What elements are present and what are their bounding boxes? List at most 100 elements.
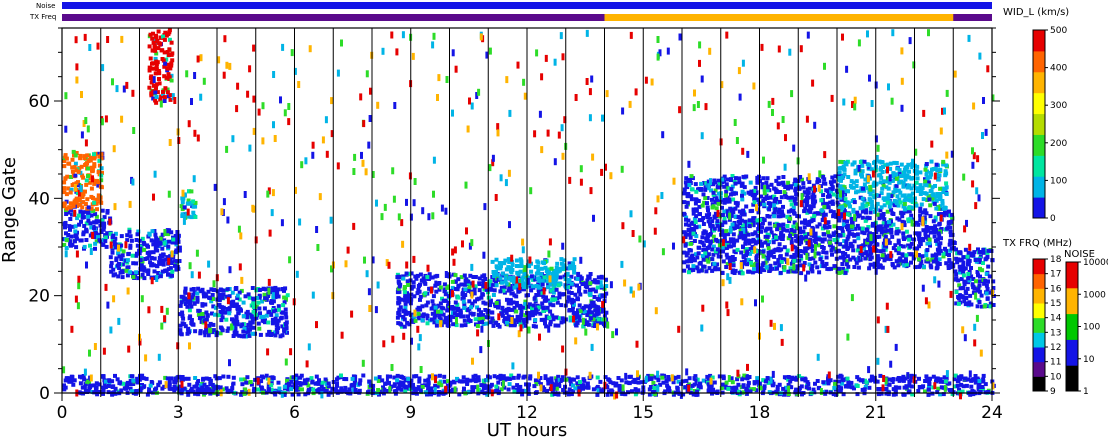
echo-cell [159,259,164,264]
echo-cell [904,262,909,267]
echo-cell [897,217,902,222]
echo-cell [145,250,150,255]
echo-cell [986,248,991,253]
echo-cell [749,260,753,265]
echo-cell [878,172,883,177]
echo-cell [830,199,835,204]
echo-cell [398,321,403,326]
echo-cell [139,263,144,268]
echo-cell [755,218,760,223]
echo-cell [479,310,483,315]
echo-cell [730,222,735,227]
echo-cell [174,267,179,272]
echo-cell [811,256,816,261]
echo-cell [201,291,206,296]
echo-cell [149,91,154,96]
echo-cell [94,201,99,206]
echo-cell [754,259,759,264]
echo-cell [891,246,896,251]
echo-cell [461,375,466,380]
echo-cell [749,387,754,392]
echo-cell [556,269,561,274]
echo-cell [897,258,901,263]
echo-cell [845,259,850,264]
echo-cell [671,380,676,385]
echo-cell [153,98,158,103]
echo-cell [813,241,818,246]
echo-cell [805,196,809,200]
echo-cell [824,261,829,266]
echo-cell [740,189,745,194]
echo-cell [978,387,983,392]
echo-cell [140,236,145,241]
echo-cell [153,275,158,280]
echo-cell [557,384,562,389]
echo-cell [720,382,725,387]
echo-cell [711,182,715,187]
echo-cell [876,212,881,217]
echo-cell [97,163,102,168]
echo-cell [523,302,528,306]
echo-cell [684,204,689,209]
echo-cell [571,298,576,303]
echo-cell [279,310,284,315]
echo-cell [831,192,836,197]
echo-cell [687,270,691,275]
echo-cell [509,301,514,306]
echo-cell [403,305,408,310]
echo-cell [724,193,728,198]
echo-cell [550,276,555,281]
echo-cell [419,278,424,283]
echo-cell [96,170,101,175]
echo-cell [74,234,79,239]
echo-cell [751,387,756,392]
echo-cell [280,324,285,329]
echo-cell [746,190,751,195]
echo-cell [83,382,88,387]
echo-cell [90,168,95,172]
echo-cell [506,314,511,319]
echo-cell [261,287,266,291]
echo-cell [932,201,937,206]
echo-cell [971,277,976,281]
echo-cell [400,324,404,329]
echo-cell [412,294,417,299]
echo-cell [186,376,191,381]
echo-cell [845,219,850,224]
echo-cell [313,381,318,386]
echo-cell [936,231,941,236]
echo-cell [903,177,908,182]
echo-cell [593,322,598,327]
echo-cell [925,241,930,246]
echo-cell [353,390,358,394]
echo-cell [749,189,754,194]
echo-cell [460,296,465,301]
echo-cell [200,312,205,316]
echo-cell [754,249,759,254]
echo-cell [433,305,438,310]
echo-cell [896,240,901,245]
echo-cell [844,225,849,230]
echo-cell [551,272,555,276]
echo-cell [878,264,883,269]
echo-cell [169,40,174,45]
echo-cell [891,387,896,392]
echo-cell [510,268,515,272]
echo-cell [737,392,742,397]
echo-cell [755,178,760,183]
echo-cell [87,158,92,162]
echo-cell [781,222,786,227]
echo-cell [867,266,872,271]
echo-cell [789,237,794,241]
echo-cell [694,189,699,194]
echo-cell [572,267,577,272]
echo-cell [523,299,528,304]
echo-cell [850,221,855,226]
echo-cell [278,316,283,321]
echo-cell [271,309,276,314]
echo-cell [504,310,509,315]
echo-cell [683,232,688,236]
echo-cell [407,310,412,315]
echo-cell [653,392,658,397]
echo-cell [418,297,422,302]
